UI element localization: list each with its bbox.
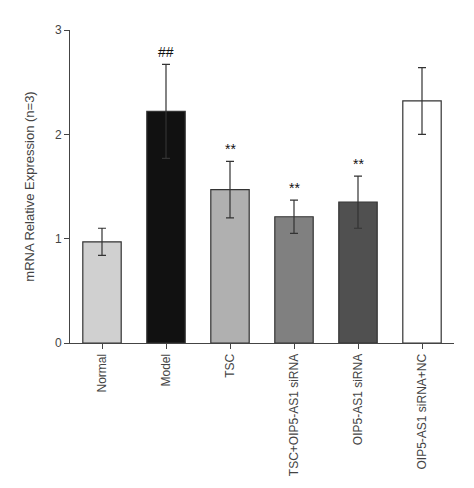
svg-text:**: ** — [289, 180, 300, 196]
svg-text:OIP5-AS1 siRNA+NC: OIP5-AS1 siRNA+NC — [415, 353, 429, 469]
svg-text:Normal: Normal — [95, 354, 109, 393]
svg-text:0: 0 — [55, 336, 62, 350]
svg-text:1: 1 — [55, 232, 62, 246]
svg-text:2: 2 — [55, 128, 62, 142]
svg-text:mRNA Relative Expression (n=3): mRNA Relative Expression (n=3) — [22, 91, 37, 281]
svg-text:3: 3 — [55, 23, 62, 37]
svg-text:OIP5-AS1 siRNA: OIP5-AS1 siRNA — [351, 354, 365, 445]
svg-text:TSC+OIP5-AS1 siRNA: TSC+OIP5-AS1 siRNA — [287, 354, 301, 476]
svg-text:Model: Model — [159, 354, 173, 387]
svg-text:**: ** — [225, 141, 236, 157]
svg-text:**: ** — [353, 156, 364, 172]
svg-text:##: ## — [158, 44, 174, 60]
svg-text:TSC: TSC — [223, 353, 237, 377]
